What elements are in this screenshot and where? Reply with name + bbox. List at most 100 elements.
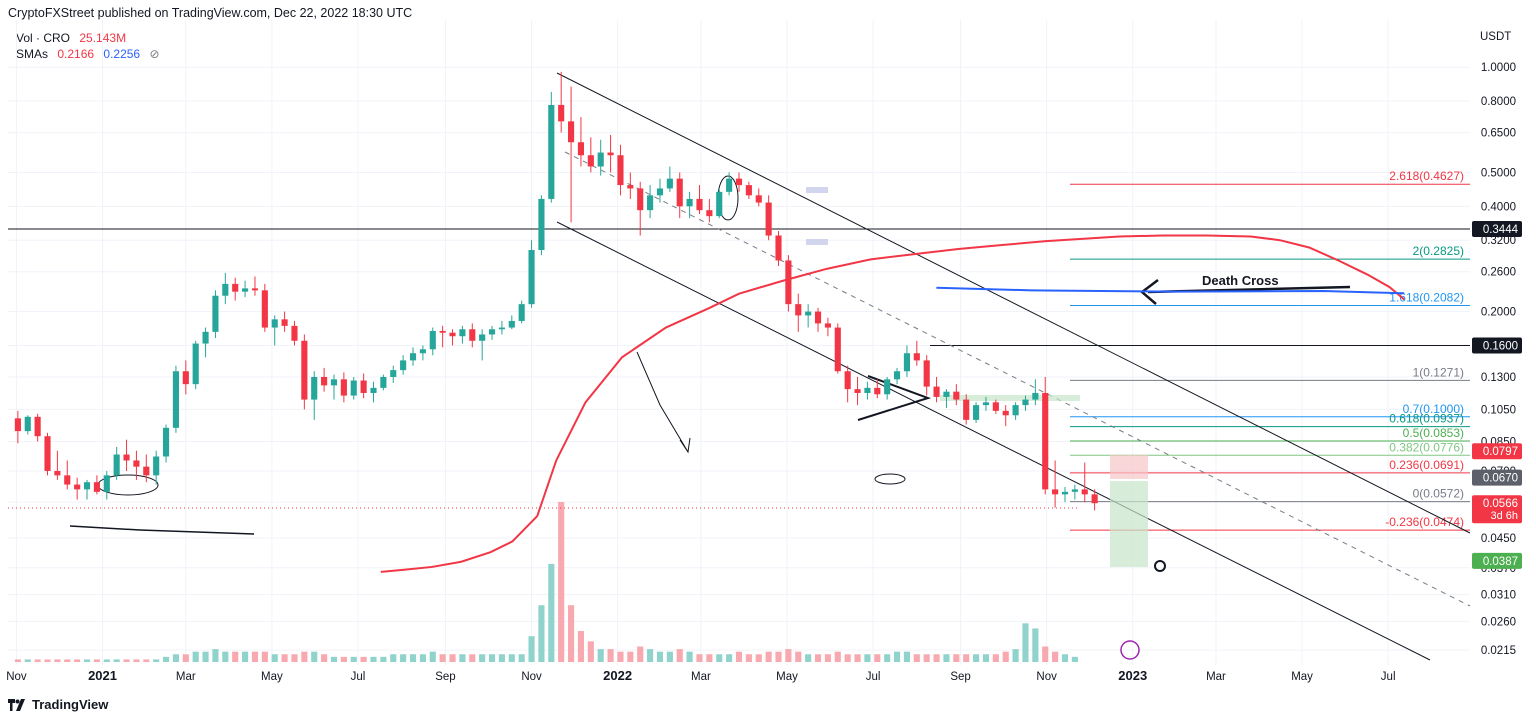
candle-body xyxy=(577,142,585,156)
volume-bar xyxy=(627,651,634,662)
highlight-box xyxy=(940,395,1080,401)
fib-label: 0.618(0.0937) xyxy=(1389,412,1464,426)
volume-bar xyxy=(202,651,209,662)
time-axis: Nov 2021 Mar May Jul Sep Nov 2022 Mar May Jul Sep No… xyxy=(6,668,1395,683)
volume-bar xyxy=(1002,651,1009,662)
y-tick-label: 0.1050 xyxy=(1481,404,1516,416)
y-tick-label: 0.5000 xyxy=(1481,167,1516,179)
volume-bar xyxy=(864,654,871,662)
volume-bar xyxy=(400,654,407,662)
candle-body xyxy=(568,121,575,143)
volume-bar xyxy=(587,641,594,662)
price-badge xyxy=(1472,469,1522,486)
volume-bar xyxy=(548,563,555,662)
freehand-underline xyxy=(69,525,255,535)
highlight-box xyxy=(806,239,828,245)
volume-bar xyxy=(637,646,644,662)
candle-body xyxy=(162,427,170,457)
candle-body xyxy=(716,191,723,217)
volume-bar xyxy=(153,659,160,662)
candle-body xyxy=(103,475,110,492)
publisher-header: CryptoFXStreet published on TradingView.… xyxy=(8,6,413,20)
volume-bar xyxy=(686,651,693,662)
eye-crossed-icon[interactable]: ⊘ xyxy=(149,47,160,61)
price-badge-label: 0.0797 xyxy=(1483,446,1518,458)
volume-bar xyxy=(1061,654,1069,662)
sma-legend-label: SMAs xyxy=(16,47,49,61)
volume-bar xyxy=(123,659,130,662)
candle-body xyxy=(419,349,426,354)
candle-body xyxy=(261,290,268,328)
candle-body xyxy=(1052,489,1059,495)
eye-icon xyxy=(1154,560,1166,572)
price-badge-label: 0.1600 xyxy=(1483,340,1518,352)
volume-bar xyxy=(93,659,100,662)
candle-body xyxy=(627,185,634,189)
volume-bar xyxy=(568,605,575,662)
candle-body xyxy=(330,379,338,386)
candle-body xyxy=(558,104,565,122)
volume-bar xyxy=(251,651,259,662)
candle-body xyxy=(222,283,229,296)
volume-bar xyxy=(449,654,456,662)
candle-body xyxy=(913,353,920,361)
candle-body xyxy=(706,210,713,217)
candle-body xyxy=(854,389,861,393)
candle-body xyxy=(518,304,525,321)
volume-bar xyxy=(597,649,604,662)
x-tick-label: Mar xyxy=(1206,671,1226,683)
volume-bar xyxy=(844,654,851,662)
y-tick-label: 0.0450 xyxy=(1481,533,1516,545)
volume-bar xyxy=(508,654,515,662)
volume-bar xyxy=(893,651,901,662)
volume-bar xyxy=(528,636,535,662)
sma-legend[interactable]: SMAs 0.2166 0.2256 ⊘ xyxy=(16,47,160,61)
candle-body xyxy=(903,353,910,372)
volume-bar xyxy=(785,649,792,662)
candle-body xyxy=(745,185,752,196)
candle-body xyxy=(24,416,31,432)
footer-brand[interactable]: TradingView xyxy=(8,697,108,712)
price-chart[interactable]: 2.618(0.4627) 2(0.2825) 1.618(0.2082) 1(0.1… xyxy=(0,0,1536,690)
candle-body xyxy=(44,436,51,471)
x-tick-label: Jul xyxy=(351,671,366,683)
candle-body xyxy=(656,188,664,196)
volume-bar xyxy=(943,654,950,662)
volume-bar xyxy=(182,654,189,662)
volume-bar xyxy=(261,651,268,662)
candle-body xyxy=(429,330,436,350)
freehand-ellipse xyxy=(874,473,906,485)
volume-bar xyxy=(607,649,614,662)
volume-bar xyxy=(577,631,585,662)
candle-body xyxy=(242,288,249,292)
candle-body xyxy=(459,329,466,337)
fib-label: 0(0.0572) xyxy=(1413,487,1464,501)
y-tick-label: 0.0260 xyxy=(1481,616,1516,628)
candle-body xyxy=(973,405,980,420)
volume-bar xyxy=(24,659,31,662)
candle-body xyxy=(814,311,822,324)
candles xyxy=(14,71,1098,511)
volume-bar xyxy=(745,654,752,662)
volume-bar xyxy=(479,654,486,662)
volume-bar xyxy=(390,654,397,662)
candle-body xyxy=(409,353,417,361)
volume-bar xyxy=(884,654,891,662)
candle-body xyxy=(1032,392,1039,400)
volume-bar xyxy=(982,654,990,662)
candle-body xyxy=(251,288,259,291)
candle-body xyxy=(350,380,357,396)
volume-bar xyxy=(706,654,713,662)
lightning-icon xyxy=(1120,640,1140,660)
x-tick-label: Sep xyxy=(435,671,455,683)
candle-body xyxy=(133,460,140,467)
candle-body xyxy=(83,482,91,490)
volume-bar xyxy=(696,654,703,662)
channel-mid-line xyxy=(564,151,1471,607)
x-tick-label: 2022 xyxy=(603,668,632,683)
volume-bar xyxy=(291,654,298,662)
volume-bar xyxy=(1042,646,1049,662)
drawings: Death Cross xyxy=(8,72,1471,661)
x-tick-label: 2023 xyxy=(1118,668,1147,683)
volume-bar xyxy=(834,651,841,662)
